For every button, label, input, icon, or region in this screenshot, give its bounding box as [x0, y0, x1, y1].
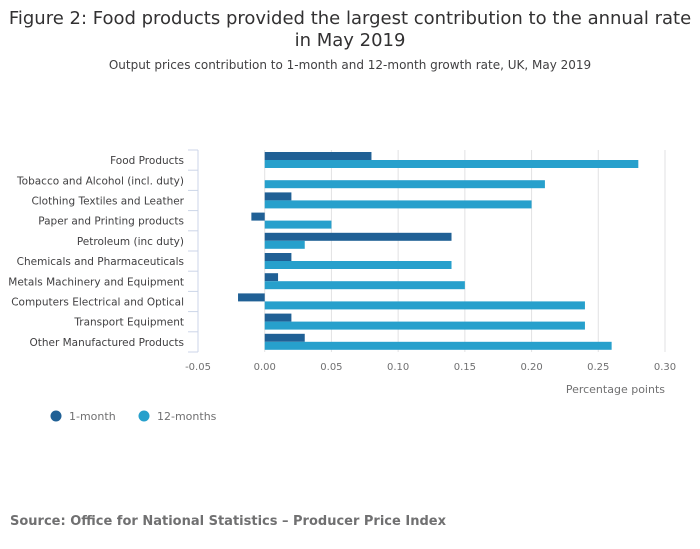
bar-1-month [264, 333, 305, 342]
bar-1-month [264, 273, 279, 282]
bar-12-months [264, 220, 332, 229]
bar-12-months [264, 160, 639, 168]
legend-label: 12-months [157, 410, 217, 423]
category-label: Petroleum (inc duty) [77, 236, 184, 248]
bar-12-months [264, 240, 305, 249]
x-tick-label: 0.05 [320, 362, 342, 373]
category-label: Other Manufactured Products [29, 337, 184, 349]
x-tick-label: 0.10 [387, 362, 409, 373]
x-tick-label: 0.30 [654, 362, 676, 373]
bar-12-months [264, 261, 452, 269]
chart-title: Figure 2: Food products provided the lar… [8, 8, 692, 51]
x-tick-label: 0.25 [587, 362, 609, 373]
bar-1-month [264, 192, 292, 201]
bar-12-months [264, 341, 612, 350]
category-label: Computers Electrical and Optical [11, 297, 184, 309]
category-label: Transport Equipment [73, 317, 184, 329]
bar-12-months [264, 281, 465, 290]
category-label: Food Products [110, 155, 184, 167]
x-tick-label: -0.05 [185, 362, 211, 373]
x-tick-label: 0.00 [254, 362, 276, 373]
x-tick-label: 0.15 [454, 362, 476, 373]
category-label: Chemicals and Pharmaceuticals [17, 256, 184, 268]
bar-1-month [251, 212, 265, 221]
x-tick-label: 0.20 [520, 362, 542, 373]
category-label: Clothing Textiles and Leather [31, 196, 184, 208]
bar-1-month [264, 232, 452, 241]
legend-label: 1-month [69, 410, 116, 423]
bar-12-months [264, 200, 532, 209]
legend-marker [50, 410, 62, 422]
category-label: Paper and Printing products [38, 216, 184, 228]
bar-12-months [264, 301, 585, 310]
category-label: Metals Machinery and Equipment [8, 276, 184, 288]
legend-marker [138, 410, 150, 422]
x-axis-label: Percentage points [566, 383, 665, 396]
bar-1-month [238, 293, 265, 302]
category-label: Tobacco and Alcohol (incl. duty) [16, 175, 184, 187]
bar-1-month [264, 152, 372, 160]
chart-subtitle: Output prices contribution to 1-month an… [108, 58, 592, 72]
bar-1-month [264, 253, 292, 261]
bar-12-months [264, 180, 545, 189]
source-note: Source: Office for National Statistics –… [10, 514, 446, 529]
bar-1-month [264, 313, 292, 322]
bar-12-months [264, 321, 585, 330]
